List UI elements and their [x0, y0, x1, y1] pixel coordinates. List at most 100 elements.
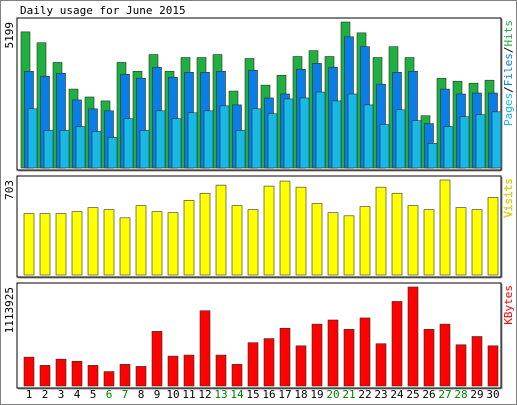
bar [123, 118, 134, 169]
bar [411, 120, 422, 169]
x-tick-label: 18 [294, 388, 307, 401]
bar [171, 118, 182, 169]
bar [71, 360, 83, 387]
bar [203, 110, 214, 169]
bar [487, 345, 499, 387]
bar [251, 108, 262, 169]
legend-separator: / [502, 47, 515, 54]
bar [295, 186, 307, 276]
x-tick-label: 6 [106, 388, 113, 401]
bar [359, 317, 371, 387]
x-tick-label: 14 [230, 388, 244, 401]
bar [315, 91, 326, 169]
bar [471, 209, 483, 276]
bar [283, 98, 294, 169]
bar [151, 211, 163, 276]
legend-entry: Files [502, 53, 515, 86]
bar [279, 327, 291, 387]
bar [295, 345, 307, 387]
x-tick-label: 21 [342, 388, 355, 401]
bar [27, 108, 38, 169]
bar [439, 179, 451, 276]
bar [487, 197, 499, 276]
bar [439, 323, 451, 387]
bar [423, 209, 435, 276]
bar [471, 336, 483, 387]
bar [263, 185, 275, 276]
bar [119, 364, 131, 387]
bar [199, 192, 211, 276]
bar [135, 366, 147, 387]
bar [391, 192, 403, 276]
legend: Visits [502, 178, 515, 218]
bar [459, 116, 470, 169]
legend: KBytes [502, 285, 515, 325]
bar [359, 206, 371, 276]
x-tick-label: 30 [486, 388, 499, 401]
bar [187, 112, 198, 169]
x-tick-label: 9 [154, 388, 161, 401]
bar [167, 212, 179, 276]
bar [331, 100, 342, 169]
bar [379, 124, 390, 169]
legend-entry: KBytes [502, 285, 515, 325]
bar [235, 130, 246, 169]
bar [423, 328, 435, 387]
x-tick-label: 4 [74, 388, 81, 401]
x-tick-label: 10 [166, 388, 179, 401]
legend-entry: Pages [502, 93, 515, 126]
bar [183, 354, 195, 387]
bar [107, 137, 118, 169]
x-tick-label: 25 [406, 388, 419, 401]
bar [215, 354, 227, 387]
bar [167, 355, 179, 387]
bar [87, 207, 99, 276]
bar [363, 104, 374, 169]
x-tick-label: 8 [138, 388, 145, 401]
bar [427, 143, 438, 169]
bar [391, 301, 403, 387]
x-tick-label: 27 [438, 388, 451, 401]
y-tick-label: 703 [3, 180, 16, 200]
bar [475, 114, 486, 169]
x-tick-label: 19 [310, 388, 323, 401]
x-tick-label: 28 [454, 388, 467, 401]
bar [299, 97, 310, 169]
bar [311, 323, 323, 387]
legend: Pages/Files/Hits [502, 20, 515, 126]
bar [311, 203, 323, 276]
x-tick-label: 17 [278, 388, 291, 401]
bar [215, 184, 227, 276]
bar [75, 126, 86, 169]
y-tick-label: 5199 [3, 22, 16, 49]
x-tick-label: 26 [422, 388, 435, 401]
bar [347, 93, 358, 169]
bar [247, 342, 259, 387]
bar [231, 205, 243, 276]
bar [455, 207, 467, 276]
x-tick-label: 5 [90, 388, 97, 401]
bar [43, 130, 54, 169]
bar [103, 371, 115, 387]
bar [407, 286, 419, 387]
x-tick-label: 1 [26, 388, 33, 401]
x-tick-label: 15 [246, 388, 259, 401]
bar [23, 213, 35, 276]
x-tick-label: 7 [122, 388, 129, 401]
x-tick-label: 16 [262, 388, 275, 401]
x-tick-label: 22 [358, 388, 371, 401]
bar [199, 310, 211, 387]
bar [279, 180, 291, 276]
bar [119, 217, 131, 276]
x-tick-label: 11 [182, 388, 195, 401]
legend-entry: Hits [502, 20, 515, 47]
bar [247, 209, 259, 276]
bar [375, 343, 387, 387]
x-tick-label: 13 [214, 388, 227, 401]
bar [39, 365, 51, 387]
bar [263, 338, 275, 387]
bar [139, 130, 150, 169]
bar [219, 105, 230, 169]
bar [23, 356, 35, 387]
bar [455, 344, 467, 387]
